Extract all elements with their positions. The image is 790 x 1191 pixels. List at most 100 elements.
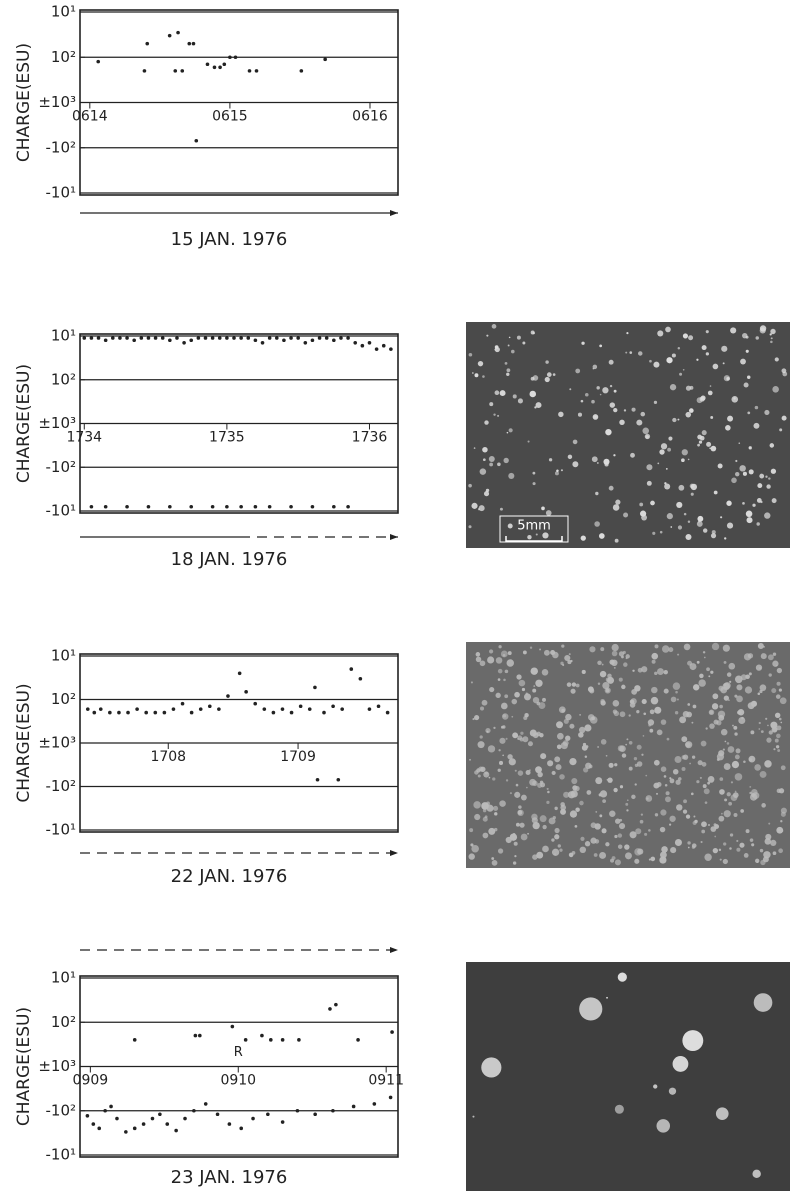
photo-speck <box>723 683 727 687</box>
photo-speck <box>676 698 679 701</box>
photo-speck <box>707 824 711 827</box>
photo-speck <box>669 384 677 391</box>
photo-speck <box>728 801 732 806</box>
data-point <box>282 338 286 343</box>
photo-speck <box>687 846 690 849</box>
data-point <box>124 1130 128 1134</box>
photo-speck <box>742 471 747 476</box>
photo-speck <box>744 686 753 694</box>
data-point <box>389 347 393 351</box>
photo-speck <box>777 749 781 752</box>
photo-speck <box>699 776 702 779</box>
data-point <box>289 336 293 340</box>
data-point <box>253 338 258 343</box>
photo-speck <box>494 345 499 349</box>
photo-speck <box>614 834 618 839</box>
photo-speck <box>735 471 740 477</box>
photo-speck <box>522 736 529 743</box>
data-point <box>89 504 94 509</box>
photo-speck <box>556 469 559 473</box>
data-point <box>381 343 386 348</box>
photo-speck <box>735 459 738 463</box>
photo-speck <box>478 505 485 512</box>
data-point <box>98 707 103 711</box>
photo-speck <box>619 419 625 426</box>
photo-speck <box>723 695 729 701</box>
photo-speck <box>486 334 489 337</box>
photo-speck <box>734 773 743 781</box>
photo-speck <box>681 458 685 463</box>
photo-speck <box>696 520 703 527</box>
photo-speck <box>720 516 723 519</box>
photo-speck <box>493 413 496 416</box>
photo-speck <box>545 510 552 516</box>
photo-speck <box>696 660 700 664</box>
photo-speck <box>731 760 740 769</box>
photo-speck <box>527 741 533 747</box>
photo-speck <box>774 712 781 719</box>
photo-speck <box>568 653 571 656</box>
photo-speck <box>756 522 760 526</box>
photo-speck <box>747 375 751 380</box>
photo-speck <box>755 858 760 864</box>
photo-speck <box>727 746 735 753</box>
photo-speck <box>754 405 759 410</box>
photo-speck <box>622 650 626 655</box>
photo-speck <box>554 853 556 855</box>
photo-speck <box>626 738 629 741</box>
photo-speck <box>487 745 496 753</box>
photo-speck <box>507 344 510 347</box>
photo-speck <box>719 704 723 709</box>
photo-speck <box>520 731 524 735</box>
photo-speck <box>598 793 602 797</box>
photo-speck <box>691 721 694 724</box>
photo-speck <box>624 852 632 860</box>
photo-speck <box>535 402 542 409</box>
photo-speck <box>745 349 749 353</box>
data-point <box>160 336 165 340</box>
photo-speck <box>677 418 680 421</box>
photo-speck <box>497 668 503 674</box>
photo-speck <box>602 799 607 804</box>
photo-speck <box>771 688 777 694</box>
photo-speck <box>487 656 495 664</box>
data-point <box>135 707 139 711</box>
photo-speck <box>675 779 681 785</box>
photo-speck <box>682 1030 704 1052</box>
photo-speck <box>641 753 644 756</box>
photo-speck <box>578 732 584 738</box>
photo-speck <box>520 794 527 801</box>
photo-speck <box>780 765 786 771</box>
photo-speck <box>613 408 618 413</box>
photo-speck <box>770 839 777 847</box>
photo-speck <box>517 809 524 817</box>
photo-speck <box>656 729 663 736</box>
photo-speck <box>748 446 752 450</box>
photo-speck <box>706 441 712 447</box>
photo-speck <box>712 847 719 854</box>
photo-speck <box>468 853 475 860</box>
y-tick-label: 10² <box>51 48 76 66</box>
photo-speck <box>657 330 664 337</box>
photo-speck <box>731 396 739 403</box>
photo-speck <box>760 730 764 734</box>
photo-speck <box>666 357 673 364</box>
photo-speck <box>614 763 618 767</box>
annotation: R <box>234 1045 243 1060</box>
photo-speck <box>618 677 623 682</box>
y-tick-label: ±10³ <box>38 414 76 432</box>
photo-speck <box>592 367 595 370</box>
photo-speck <box>768 822 771 825</box>
photo-speck <box>741 716 744 720</box>
photo-speck <box>623 512 629 518</box>
photo-speck <box>546 800 550 804</box>
photo-speck <box>670 696 677 703</box>
photo-speck <box>659 449 665 455</box>
photo-speck <box>489 462 494 467</box>
photo-speck <box>770 468 777 474</box>
data-point <box>340 707 344 711</box>
photo-speck <box>668 647 674 653</box>
photo-speck <box>505 737 508 740</box>
photo-speck <box>502 654 506 657</box>
photo-speck <box>591 399 595 404</box>
